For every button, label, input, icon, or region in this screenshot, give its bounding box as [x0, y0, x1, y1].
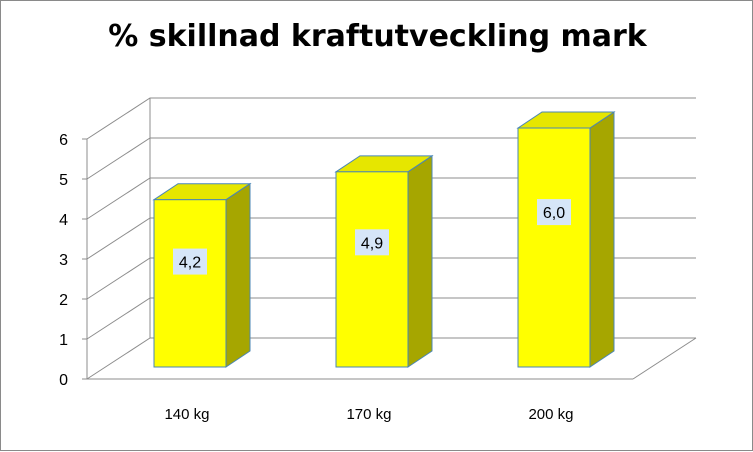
y-tick-label: 5 — [59, 172, 68, 189]
chart-title: % skillnad kraftutveckling mark — [108, 19, 647, 54]
data-label-box — [173, 248, 207, 275]
y-tick-label: 3 — [59, 252, 68, 269]
data-label: 4,9 — [361, 235, 383, 252]
bar-side — [407, 154, 433, 368]
y-tick-label: 4 — [59, 212, 68, 229]
y-tick-label: 1 — [59, 332, 68, 349]
y-tick-label: 2 — [59, 292, 68, 309]
x-tick-label: 200 kg — [528, 406, 573, 423]
data-label-box — [355, 229, 389, 256]
data-label: 6,0 — [543, 205, 565, 222]
bar-side — [589, 111, 615, 368]
y-tick-label: 0 — [59, 372, 68, 389]
data-label: 4,2 — [179, 255, 201, 272]
bar — [517, 127, 591, 368]
bar — [153, 199, 227, 368]
data-label-box — [537, 199, 571, 226]
y-tick-label: 6 — [59, 132, 68, 149]
floor-right-edge — [632, 337, 697, 380]
bar — [335, 171, 409, 368]
x-tick-label: 170 kg — [346, 406, 391, 423]
bar-side — [225, 182, 251, 368]
x-tick-label: 140 kg — [164, 406, 209, 423]
